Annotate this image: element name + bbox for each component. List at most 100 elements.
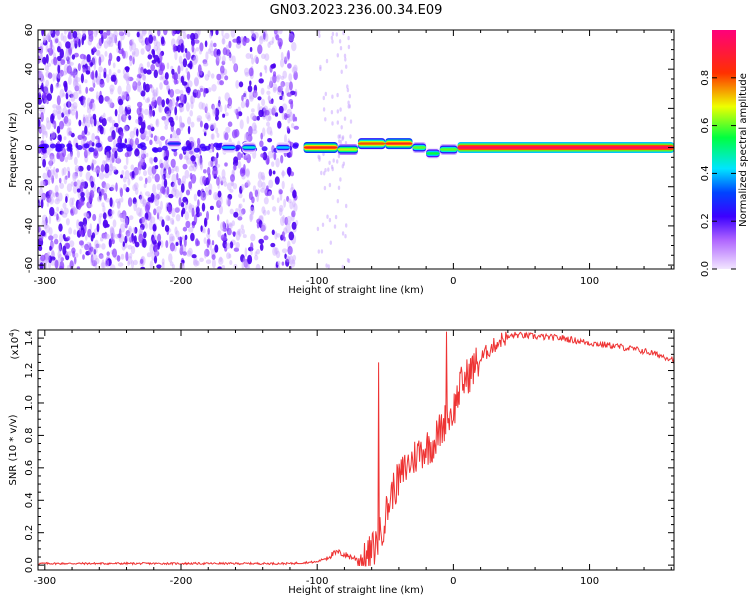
noise-cell (143, 108, 149, 116)
noise-cell (179, 121, 185, 129)
noise-cell (193, 76, 199, 87)
noise-cell (345, 64, 348, 69)
noise-cell (199, 49, 202, 55)
noise-cell (111, 166, 117, 172)
noise-cell (276, 233, 281, 238)
noise-cell (74, 105, 77, 112)
noise-cell (190, 101, 194, 110)
noise-cell (47, 179, 51, 186)
noise-cell (336, 199, 339, 204)
noise-cell (91, 158, 95, 169)
spectrogram-x-axis: -300 -200 -100 0 100 (33, 30, 672, 287)
noise-cell (155, 87, 159, 97)
noise-cell (184, 201, 188, 211)
noise-cell (171, 173, 177, 184)
noise-cell (191, 220, 196, 229)
noise-cell (281, 248, 288, 254)
tone-segment (242, 142, 256, 153)
noise-cell (123, 73, 129, 80)
noise-cell (318, 33, 321, 38)
noise-cell (78, 240, 84, 246)
noise-cell (90, 62, 93, 67)
noise-cell (242, 234, 247, 239)
noise-cell (348, 94, 351, 99)
noise-cell (150, 64, 156, 72)
noise-cell (169, 104, 174, 111)
noise-cell (139, 142, 146, 148)
noise-cell (73, 156, 78, 166)
noise-cell (44, 254, 50, 264)
noise-cell (211, 240, 215, 246)
noise-cell (229, 208, 234, 215)
noise-cell (187, 125, 191, 135)
noise-cell (49, 169, 55, 179)
noise-cell (177, 236, 183, 241)
noise-cell (293, 203, 298, 212)
noise-cell (256, 115, 260, 121)
noise-cell (104, 50, 108, 57)
noise-cell (96, 78, 101, 85)
noise-cell (108, 58, 111, 66)
noise-cell (85, 234, 88, 241)
noise-cell (132, 81, 136, 87)
noise-cell (150, 192, 155, 203)
noise-cell (68, 46, 72, 56)
noise-cell (222, 227, 228, 232)
noise-cell (138, 85, 141, 93)
noise-cell (325, 263, 328, 268)
noise-cell (216, 73, 222, 81)
noise-cell (219, 80, 225, 86)
noise-cell (92, 78, 95, 87)
noise-cell (199, 162, 203, 169)
noise-cell (167, 216, 171, 221)
noise-cell (66, 127, 71, 137)
noise-cell (111, 153, 115, 164)
noise-cell (100, 262, 107, 269)
noise-cell (101, 232, 106, 239)
noise-cell (61, 168, 65, 177)
noise-cell (193, 193, 198, 202)
noise-cell (182, 163, 188, 170)
noise-cell (38, 97, 42, 105)
noise-cell (60, 32, 64, 41)
noise-cell (91, 162, 94, 171)
noise-cell (106, 30, 111, 36)
noise-cell (42, 92, 46, 99)
noise-cell (98, 38, 103, 47)
noise-cell (71, 103, 75, 112)
noise-cell (46, 62, 52, 67)
noise-cell (168, 166, 172, 175)
noise-cell (185, 220, 191, 229)
noise-cell (105, 157, 112, 163)
noise-cell (251, 108, 255, 113)
noise-cell (81, 36, 84, 46)
noise-cell (138, 176, 143, 182)
noise-cell (327, 264, 330, 269)
noise-cell (292, 189, 297, 199)
noise-cell (290, 171, 295, 177)
noise-cell (177, 35, 183, 45)
noise-cell (252, 185, 257, 192)
noise-cell (249, 47, 253, 52)
noise-cell (250, 112, 256, 120)
noise-cell (117, 85, 122, 95)
x-tick-label: -300 (33, 576, 56, 587)
tone-segment (457, 142, 674, 153)
noise-cell (200, 190, 204, 201)
noise-cell (65, 121, 71, 127)
noise-cell (275, 250, 281, 259)
noise-cell (270, 146, 275, 151)
noise-cell (94, 264, 98, 269)
noise-cell (140, 266, 146, 269)
noise-cell (70, 209, 74, 214)
noise-cell (336, 53, 339, 58)
noise-cell (191, 44, 195, 53)
noise-cell (54, 184, 59, 194)
noise-cell (72, 30, 78, 39)
noise-cell (118, 197, 122, 206)
noise-cell (256, 248, 260, 255)
noise-cell (150, 126, 155, 132)
noise-cell (102, 219, 109, 229)
noise-cell (43, 130, 47, 136)
noise-cell (97, 124, 103, 132)
